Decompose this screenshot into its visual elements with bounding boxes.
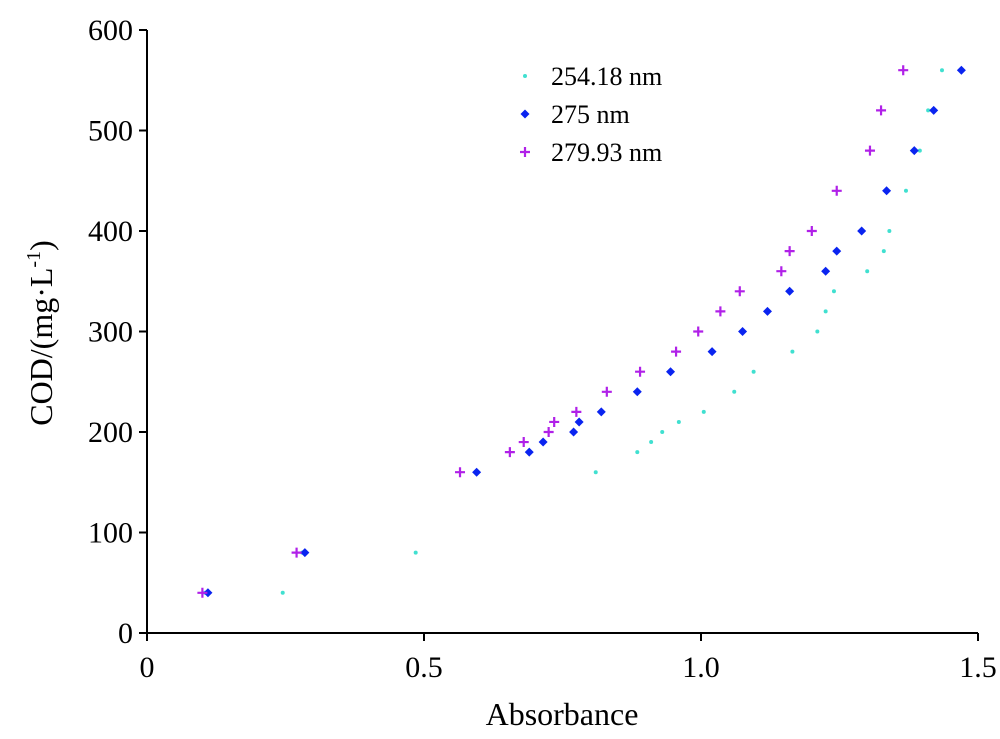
data-point	[738, 327, 748, 336]
data-point	[926, 108, 931, 113]
data-point	[693, 326, 704, 337]
legend-label: 275 nm	[551, 100, 630, 129]
data-point	[823, 309, 828, 314]
data-point	[762, 306, 772, 316]
data-point	[821, 266, 831, 276]
data-point	[280, 590, 285, 595]
data-point	[632, 387, 642, 397]
y-tick-label: 500	[88, 115, 133, 148]
y-axis-label-main: COD/(mg·L	[23, 268, 59, 426]
data-point	[876, 105, 887, 116]
y-tick-label: 300	[88, 316, 133, 349]
data-point	[864, 145, 875, 156]
data-point	[956, 65, 966, 75]
x-tick-label: 1.5	[959, 651, 997, 684]
legend-label: 254.18 nm	[551, 62, 662, 91]
series-2	[203, 65, 966, 598]
data-point	[887, 229, 892, 233]
series-3	[197, 65, 909, 598]
x-axis-label: Absorbance	[486, 696, 639, 732]
x-tick-label: 0.5	[405, 651, 443, 684]
y-axis-label-close: )	[23, 240, 59, 251]
data-point	[455, 467, 466, 478]
data-point	[806, 226, 817, 236]
data-point	[635, 366, 646, 377]
data-point	[538, 437, 548, 447]
data-point	[917, 148, 922, 153]
data-point	[784, 246, 795, 257]
data-point	[472, 467, 482, 477]
data-point	[671, 346, 682, 357]
data-point	[413, 550, 418, 555]
data-point	[909, 146, 919, 156]
data-point	[291, 547, 302, 558]
data-points	[197, 65, 966, 598]
data-point	[832, 246, 842, 256]
data-point	[203, 588, 213, 598]
data-point	[903, 188, 908, 193]
data-point	[831, 289, 836, 294]
y-axis-ticks: 0 100 200 300 400 500 600	[88, 14, 147, 650]
data-point	[701, 409, 706, 414]
y-axis-label-superscript: -1	[23, 251, 45, 268]
data-point	[649, 440, 654, 445]
data-point	[524, 447, 534, 457]
legend-label: 279.93 nm	[551, 138, 662, 167]
data-point	[815, 329, 820, 334]
data-point	[543, 427, 554, 437]
data-point	[865, 269, 870, 274]
y-tick-label: 400	[88, 215, 133, 248]
data-point	[549, 416, 560, 427]
legend: 254.18 nm 275 nm 279.93 nm	[520, 62, 662, 167]
data-point	[571, 406, 582, 417]
y-axis-label: COD/(mg·L-1)	[23, 240, 59, 426]
data-point	[569, 427, 579, 437]
data-point	[785, 286, 795, 296]
data-point	[300, 548, 310, 558]
y-tick-label: 100	[88, 517, 133, 550]
data-point	[707, 347, 717, 357]
data-point	[715, 306, 726, 317]
legend-marker	[523, 74, 527, 78]
y-tick-label: 200	[88, 416, 133, 449]
data-point	[504, 447, 515, 458]
data-point	[734, 286, 745, 297]
data-point	[776, 266, 787, 277]
x-axis-ticks: 0 0.5 1.0 1.5	[140, 633, 997, 684]
y-tick-label: 600	[88, 14, 133, 47]
data-point	[939, 68, 944, 73]
x-tick-label: 0	[140, 651, 155, 684]
data-point	[635, 450, 640, 455]
data-point	[518, 437, 529, 448]
y-tick-label: 0	[118, 617, 133, 650]
data-point	[751, 369, 756, 374]
data-point	[882, 186, 892, 196]
data-point	[593, 470, 598, 475]
x-tick-label: 1.0	[682, 651, 720, 684]
legend-marker	[520, 147, 530, 157]
data-point	[666, 367, 676, 377]
data-point	[898, 65, 909, 76]
data-point	[857, 226, 867, 236]
data-point	[831, 185, 842, 196]
data-point	[197, 587, 208, 598]
data-point	[676, 419, 681, 424]
legend-marker	[520, 109, 530, 119]
data-point	[574, 417, 584, 427]
data-point	[929, 105, 939, 115]
data-point	[790, 349, 795, 354]
data-point	[732, 389, 737, 394]
data-point	[596, 407, 606, 417]
data-point	[601, 386, 612, 397]
data-point	[660, 430, 665, 434]
data-point	[881, 249, 886, 254]
